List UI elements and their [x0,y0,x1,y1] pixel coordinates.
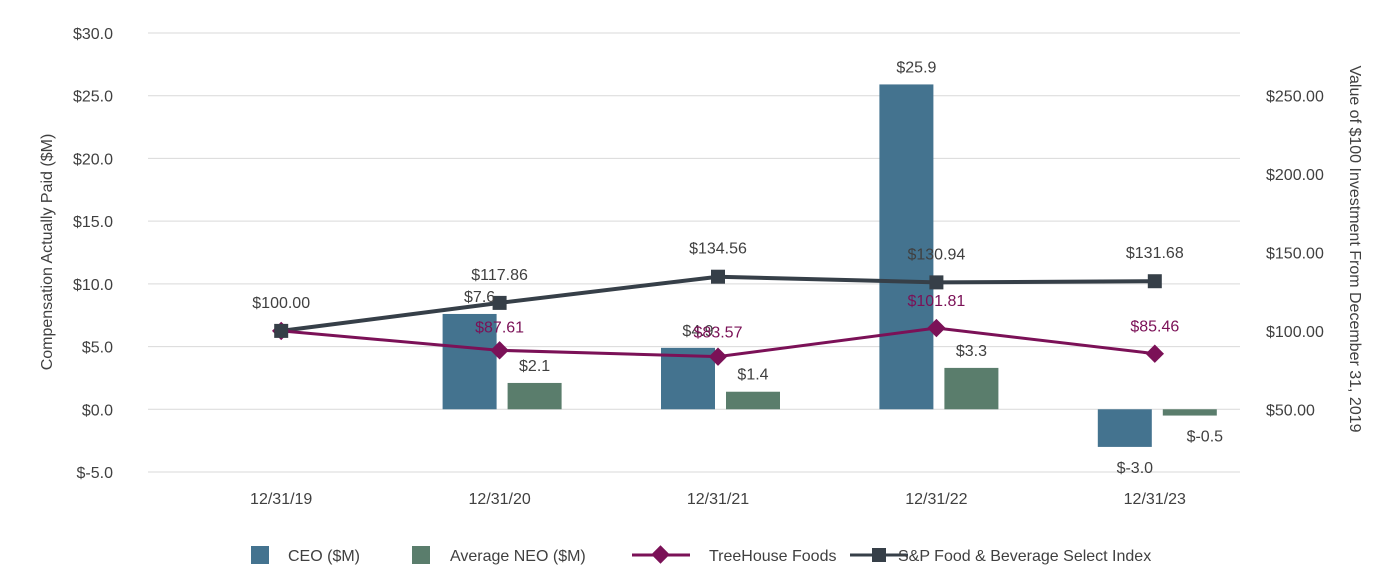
y-tick-label: $5.0 [82,340,113,357]
legend-swatch-neo [412,546,430,564]
y-tick-label: $-5.0 [77,465,114,482]
x-tick-label: 12/31/23 [1124,491,1186,508]
bar-data-label: $-3.0 [1117,460,1154,477]
y2-tick-label: $50.00 [1266,402,1315,419]
x-tick-label: 12/31/20 [468,491,530,508]
y-tick-label: $25.0 [73,89,113,106]
legend-label-neo: Average NEO ($M) [450,548,586,565]
bar-data-label: $7.6 [464,289,495,306]
sp-index-marker [1147,274,1162,289]
legend-marker-treehouse [651,545,670,564]
bar-neo [726,391,780,410]
sp-index-data-label: $117.86 [471,267,528,284]
x-tick-label: 12/31/22 [905,491,967,508]
y2-tick-label: $100.00 [1266,324,1324,341]
y-tick-label: $10.0 [73,277,113,294]
sp-index-marker [929,275,944,290]
y2-tick-label: $150.00 [1266,246,1324,263]
treehouse-marker [708,347,728,366]
y2-axis-title: Value of $100 Investment From December 3… [1346,65,1363,432]
data-labels: $7.6 $4.9 $25.9 $-3.0 $2.1 $1.4 $3.3 $-0.5 $87.6… [252,59,1223,476]
y2-tick-label: $250.00 [1266,89,1324,106]
legend-label-sp-index: S&P Food & Beverage Select Index [898,548,1151,565]
sp-index-data-label: $100.00 [252,295,310,312]
bars [442,84,1217,447]
sp-index-data-label: $130.94 [907,246,965,263]
x-axis-ticks: 12/31/19 12/31/20 12/31/21 12/31/22 12/31/23 [250,491,1186,508]
y-tick-label: $15.0 [73,214,113,231]
bar-data-label: $25.9 [896,59,936,76]
legend-label-ceo: CEO ($M) [288,548,360,565]
legend-swatch-ceo [251,546,269,564]
sp-index-line [280,274,1155,333]
legend-label-treehouse: TreeHouse Foods [709,548,836,565]
sp-index-data-label: $131.68 [1126,245,1184,262]
bar-data-label: $-0.5 [1187,429,1224,446]
legend-marker-sp-index [872,548,886,562]
bar-data-label: $4.9 [682,323,713,340]
treehouse-data-label: $85.46 [1130,319,1179,336]
bar-ceo [1097,409,1152,447]
left-axis-ticks: $30.0 $25.0 $20.0 $15.0 $10.0 $5.0 $0.0 $-5.0 [73,26,113,482]
bar-data-label: $2.1 [519,358,550,375]
bar-neo [944,367,999,410]
legend: CEO ($M) Average NEO ($M) TreeHouse Food… [251,545,1151,565]
treehouse-marker [490,341,509,360]
bar-ceo [879,84,934,410]
treehouse-data-label: $101.81 [907,293,965,310]
lines [272,269,1164,366]
bar-neo [1162,409,1217,416]
y-tick-label: $20.0 [73,151,113,168]
y-tick-label: $0.0 [82,402,113,419]
gridlines [148,32,1240,473]
bar-ceo [442,313,497,410]
treehouse-data-label: $87.61 [475,319,524,336]
right-axis-ticks: $250.00 $200.00 $150.00 $100.00 $50.00 [1266,89,1324,420]
treehouse-data-label: $83.57 [694,325,743,342]
x-tick-label: 12/31/21 [687,491,749,508]
bar-ceo [661,347,715,410]
bar-neo [507,382,562,410]
y-axis-title: Compensation Actually Paid ($M) [39,134,56,371]
sp-index-marker [492,295,507,310]
x-tick-label: 12/31/19 [250,491,312,508]
y-tick-label: $30.0 [73,26,113,43]
bar-data-label: $3.3 [956,343,987,360]
y2-tick-label: $200.00 [1266,167,1324,184]
treehouse-marker [1145,344,1164,363]
sp-index-marker [274,323,289,338]
sp-index-data-label: $134.56 [689,241,747,258]
bar-data-label: $1.4 [737,367,768,384]
sp-index-marker [711,269,725,284]
treehouse-marker [927,318,946,338]
